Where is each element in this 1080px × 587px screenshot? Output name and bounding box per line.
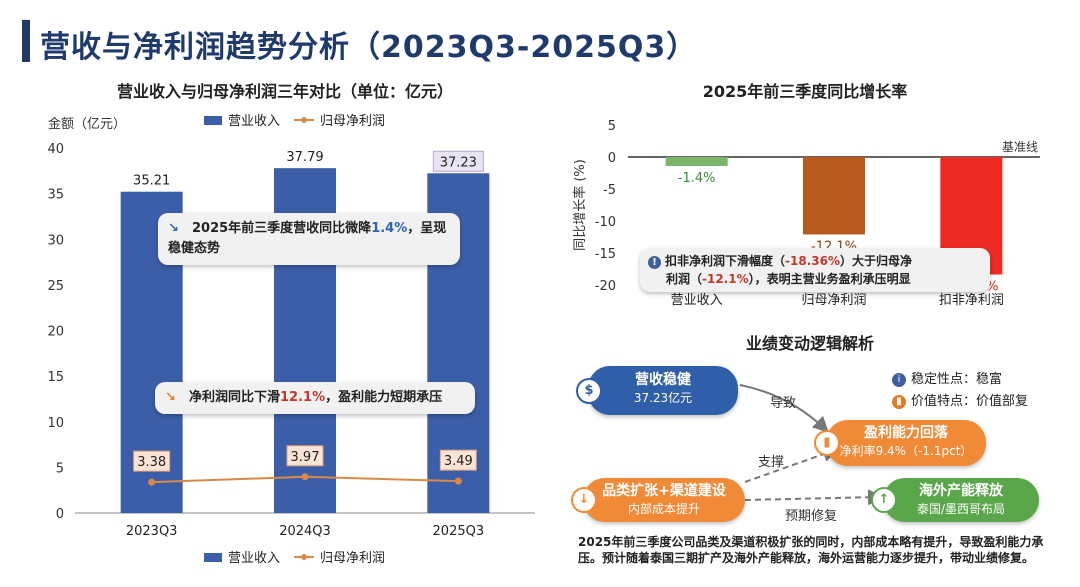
node-overseas: ↑ 海外产能释放 泰国/墨西哥布局 — [871, 478, 1039, 522]
trend-down-icon: ↘ — [168, 221, 179, 236]
profit-value-label: 3.38 — [137, 455, 166, 470]
profit-label-box — [133, 450, 171, 472]
revenue-callout: ↘ 2025年前三季度营收同比微降1.4%，呈现稳健态势 — [158, 213, 460, 265]
trend-down-icon: ↘ — [165, 390, 176, 405]
y-tick-label: 5 — [608, 119, 616, 134]
revenue-value-label: 35.21 — [133, 174, 170, 189]
revenue-value-label: 37.23 — [440, 155, 477, 170]
profit-label-box — [439, 449, 477, 471]
y-tick-label: 40 — [47, 142, 64, 157]
y-tick-label: 10 — [47, 416, 64, 431]
profit-point — [148, 478, 156, 486]
title-accent-bar — [22, 20, 30, 62]
y-tick-label: 35 — [47, 188, 64, 203]
profit-callout: ↘ 净利润同比下滑12.1%，盈利能力短期承压 — [155, 382, 475, 414]
legend-revenue-label: 营业收入 — [228, 114, 280, 129]
deduction-callout: ! 扣非净利润下滑幅度（-18.36%）大于归母净 利润（-12.1%），表明主营… — [640, 248, 990, 292]
x-tick-label: 扣非净利润 — [939, 293, 1004, 308]
legend-revenue-label: 营业收入 — [228, 551, 280, 566]
y-axis-label: 金额（亿元） — [48, 116, 126, 132]
right-chart-title: 2025年前三季度同比增长率 — [702, 82, 908, 101]
legend-profit-label: 归母净利润 — [320, 551, 385, 566]
y-tick-label: 5 — [56, 461, 64, 476]
expect-arrow — [744, 489, 884, 506]
expect-label: 预期修复 — [785, 509, 838, 524]
legend-profit-marker — [301, 117, 307, 123]
y-tick-label: 0 — [56, 507, 64, 522]
profit-value-label: 3.49 — [444, 454, 473, 469]
revenue-profit-chart: 金额（亿元） 0 5 10 15 20 25 30 35 40 35.21 2023Q3 37.79 20… — [47, 114, 535, 566]
chart-icon: ▮ — [814, 430, 840, 456]
legend-revenue-swatch — [204, 116, 222, 125]
info-stability: i 稳定性点：稳富 — [892, 368, 1002, 387]
legend-revenue-swatch — [204, 553, 222, 562]
growth-bar — [665, 157, 728, 166]
y-tick-label: 30 — [47, 233, 64, 248]
y-tick-label: -10 — [595, 215, 616, 230]
profit-point — [454, 477, 462, 485]
profit-value-label: 3.97 — [291, 450, 320, 465]
x-tick-label: 2024Q3 — [279, 524, 331, 539]
info-value: ▮ 价值特点：价值部复 — [892, 390, 1028, 409]
y-tick-label: 0 — [608, 151, 616, 166]
highlight-box — [432, 150, 484, 172]
page-title: 营收与净利润趋势分析（2023Q3-2025Q3） — [40, 30, 698, 65]
profit-label-box — [286, 445, 324, 467]
x-tick-label: 营业收入 — [671, 293, 723, 308]
revenue-value-label: 37.79 — [286, 150, 323, 165]
dollar-icon: $ — [576, 377, 602, 404]
alert-icon: ! — [648, 256, 661, 269]
left-chart-title: 营业收入与归母净利润三年对比（单位：亿元） — [116, 82, 453, 101]
y-tick-label: -5 — [603, 183, 616, 198]
bar-chart-icon: ▮ — [892, 394, 906, 409]
x-tick-label: 归母净利润 — [801, 293, 866, 308]
lead-label: 导致 — [770, 396, 797, 411]
node-expand: ↓ 品类扩张+渠道建设 内部成本提升 — [571, 478, 745, 522]
logic-title: 业绩变动逻辑解析 — [745, 334, 874, 353]
summary-note: 2025年前三季度公司品类及渠道积极扩张的同时，内部成本略有提升，导致盈利能力承… — [578, 535, 1044, 565]
y-tick-label: 25 — [47, 279, 64, 294]
y-tick-label: -15 — [595, 247, 616, 262]
node-revenue: $ 营收稳健 37.23亿元 — [576, 366, 738, 415]
legend-profit-marker — [301, 554, 307, 560]
down-arrow-icon: ↓ — [571, 487, 597, 513]
profit-point — [301, 473, 309, 481]
x-tick-label: 2025Q3 — [433, 524, 485, 539]
y-tick-label: 15 — [47, 370, 64, 385]
y-axis-label: 同比增长率 (%) — [572, 159, 588, 251]
legend-profit-label: 归母净利润 — [320, 114, 385, 129]
y-tick-label: -20 — [595, 279, 616, 294]
x-tick-label: 2023Q3 — [126, 524, 178, 539]
baseline-label: 基准线 — [1002, 140, 1038, 154]
info-icon: i — [892, 372, 906, 387]
up-arrow-icon: ↑ — [871, 487, 897, 513]
node-profit: ▮ 盈利能力回落 净利率9.4%（-1.1pct） — [814, 420, 986, 466]
support-label: 支撑 — [758, 455, 785, 470]
growth-bar — [803, 157, 865, 235]
y-tick-label: 20 — [47, 325, 64, 340]
growth-value-label: -1.4% — [678, 171, 716, 186]
